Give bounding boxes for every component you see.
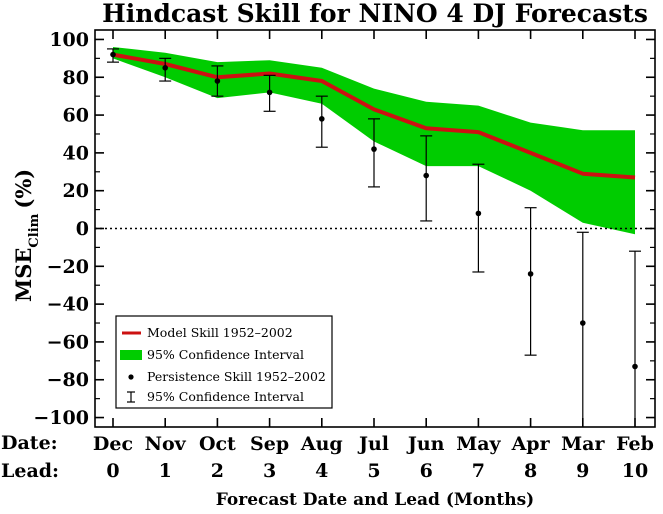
x-lead-label: 2 — [211, 460, 224, 482]
y-axis-label-subscript: Clim — [27, 213, 42, 247]
lead-row-label: Lead: — [1, 460, 59, 482]
legend-persistence-label: Persistence Skill 1952–2002 — [147, 369, 326, 384]
persistence-point — [632, 363, 638, 370]
x-axis-label: Forecast Date and Lead (Months) — [216, 490, 534, 510]
y-tick-label: 80 — [63, 67, 89, 89]
x-category-label: Jul — [357, 433, 389, 455]
x-axis: Dec 0 Nov 1 Oct 2 Sep 3 Aug 4 Jul 5 Jun 6 May 7 Apr 8 Mar 9… — [93, 30, 654, 482]
persistence-errorbar — [576, 231, 589, 427]
x-category-label: Aug — [300, 433, 343, 455]
y-tick-label: −20 — [47, 256, 89, 278]
x-category-label: Mar — [561, 433, 605, 455]
legend-model-ci-swatch — [120, 350, 142, 360]
x-category-label: Nov — [145, 433, 187, 455]
x-category-label: Feb — [616, 433, 654, 455]
plot-area: −100 −80 −60 −40 −20 0 20 40 60 80 100 Dec 0 Nov 1 Oct… — [33, 29, 656, 482]
x-lead-label: 6 — [420, 460, 433, 482]
x-lead-label: 7 — [472, 460, 485, 482]
x-lead-label: 10 — [622, 460, 648, 482]
model-skill-line — [112, 52, 636, 180]
x-lead-label: 1 — [159, 460, 172, 482]
x-lead-label: 3 — [263, 460, 276, 482]
legend: Model Skill 1952–2002 95% Confidence Int… — [115, 315, 333, 409]
persistence-errorbar — [368, 118, 380, 188]
x-lead-label: 0 — [106, 460, 119, 482]
x-lead-label: 9 — [576, 460, 589, 482]
y-tick-label: −40 — [47, 294, 89, 316]
persistence-point — [580, 320, 586, 326]
persistence-point — [371, 146, 377, 152]
persistence-errorbar — [315, 95, 328, 148]
x-lead-label: 5 — [367, 460, 380, 482]
persistence-errorbar — [420, 135, 433, 222]
y-tick-label: −80 — [47, 369, 89, 391]
persistence-point — [527, 271, 534, 277]
y-tick-label: 100 — [49, 29, 89, 51]
legend-model-label: Model Skill 1952–2002 — [147, 325, 293, 340]
svg-text:MSEClim(%): MSEClim (%) — [11, 169, 42, 302]
x-category-label: Oct — [199, 433, 236, 455]
persistence-point — [214, 78, 221, 84]
y-tick-label: −100 — [33, 407, 89, 429]
x-lead-label: 8 — [524, 460, 537, 482]
x-category-label: Dec — [93, 433, 133, 455]
legend-persistence-ci-swatch — [127, 391, 135, 403]
persistence-errorbar — [629, 250, 641, 427]
persistence-errorbar — [524, 207, 537, 356]
x-category-label: Jun — [406, 433, 445, 455]
chart-title: Hindcast Skill for NINO 4 DJ Forecasts — [102, 0, 648, 28]
legend-persistence-swatch — [128, 374, 134, 380]
y-tick-label: 20 — [63, 180, 89, 202]
x-category-label: Apr — [511, 433, 551, 455]
persistence-point — [110, 51, 116, 58]
legend-model-ci-label: 95% Confidence Interval — [147, 347, 304, 362]
y-axis: −100 −80 −60 −40 −20 0 20 40 60 80 100 — [33, 29, 655, 429]
y-axis-label-unit: (%) — [11, 169, 36, 209]
y-tick-label: −60 — [47, 331, 89, 353]
persistence-point — [423, 172, 430, 179]
legend-box — [115, 315, 333, 409]
legend-persistence-ci-label: 95% Confidence Interval — [147, 389, 304, 404]
date-row-label: Date: — [1, 432, 58, 454]
y-axis-label-main: MSE — [11, 248, 36, 302]
y-axis-label: MSEClim (%) — [11, 169, 42, 302]
persistence-point — [266, 89, 273, 96]
y-tick-label: 0 — [76, 218, 89, 240]
persistence-point — [162, 65, 168, 71]
x-lead-label: 4 — [315, 460, 328, 482]
y-tick-label: 60 — [63, 105, 89, 127]
x-category-label: Sep — [250, 433, 289, 455]
y-tick-label: 40 — [63, 142, 89, 164]
persistence-point — [319, 116, 325, 122]
persistence-errorbar — [472, 163, 485, 273]
x-category-label: May — [456, 433, 501, 455]
persistence-point — [475, 210, 482, 217]
persistence-series — [107, 48, 641, 427]
